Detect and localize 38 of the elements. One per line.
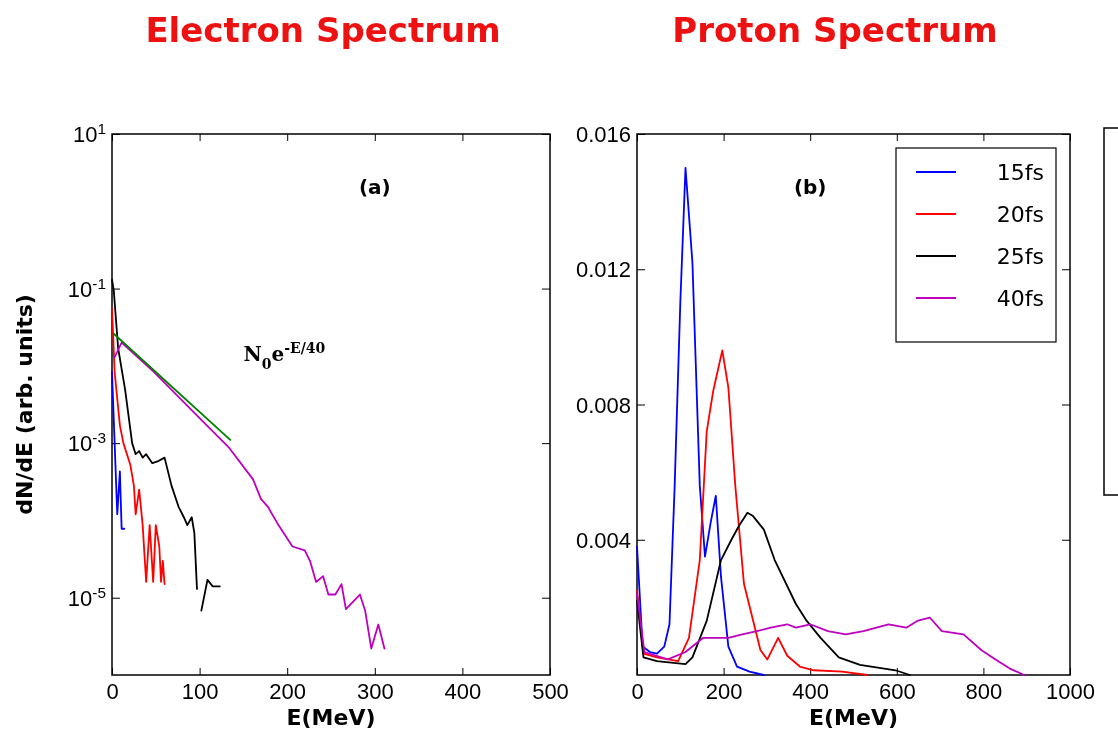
x-tick-label: 200: [269, 678, 307, 704]
x-tick-label: 100: [181, 678, 219, 704]
x-tick-label: 300: [356, 678, 394, 704]
y-tick-label: 10$^{1}$: [72, 119, 106, 148]
x-tick-label: 500: [532, 678, 569, 704]
y-tick-label: 10$^{-1}$: [67, 274, 106, 302]
annotation: (b): [793, 175, 827, 199]
x-tick-label: 400: [444, 678, 482, 704]
x-tick-label: 200: [705, 678, 743, 704]
x-tick-label: 800: [965, 678, 1003, 704]
y-tick-label: 0.004: [575, 527, 631, 553]
x-tick-label: 400: [792, 678, 830, 704]
chart-title: Electron Spectrum: [145, 10, 501, 50]
x-tick-label: 1000: [1046, 678, 1095, 704]
y-axis-title: dN/dE (arb. units): [12, 294, 37, 515]
line-series: [636, 166, 765, 676]
x-tick-label: 600: [878, 678, 916, 704]
legend-label: 20fs: [996, 201, 1044, 227]
annotation: N$_{0}$e$^{-E/40}$: [243, 340, 326, 373]
line-series: [636, 349, 869, 676]
x-axis-title: E(MeV): [809, 705, 898, 730]
y-tick-label: 0.008: [575, 392, 631, 418]
y-tick-label: 0.012: [575, 257, 631, 283]
line-series: [111, 371, 126, 530]
x-axis-title: E(MeV): [286, 705, 376, 730]
y-tick-label: 0.016: [575, 122, 631, 148]
annotation: (a): [358, 175, 391, 199]
line-series: [636, 592, 1025, 676]
line-series: [111, 307, 166, 586]
legend-label: 15fs: [996, 159, 1044, 185]
line-series: [113, 341, 386, 650]
chart-title: Proton Spectrum: [672, 10, 998, 50]
legend-label: 25fs: [996, 243, 1044, 269]
y-tick-label: 10$^{-5}$: [67, 583, 106, 611]
x-tick-label: 0: [631, 678, 644, 704]
legend-label: 40fs: [996, 285, 1044, 311]
x-tick-label: 0: [106, 678, 119, 704]
y-tick-label: 10$^{-3}$: [67, 428, 106, 457]
